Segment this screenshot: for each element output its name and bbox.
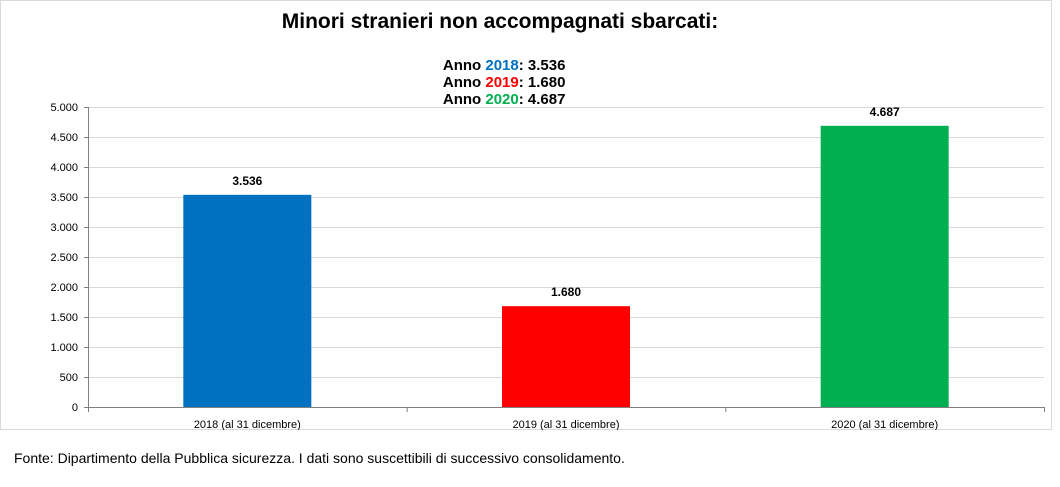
- bar-chart: 0 500 1.000 1.500 2.000 2.500 3.000 3.500 4.000 4…: [50, 102, 1045, 430]
- y-tick-label-4500: 4.500: [50, 132, 78, 144]
- subtitle-year-2018: 2018: [485, 57, 519, 74]
- y-tick-label-2000: 2.000: [50, 282, 78, 294]
- y-tick-label-3000: 3.000: [50, 222, 78, 234]
- bar-2: [820, 125, 949, 407]
- subtitle-year-2019: 2019: [485, 74, 519, 91]
- y-tick-label-4000: 4.000: [50, 162, 78, 174]
- chart-subtitle: Anno 2018: 3.536 Anno 2019: 1.680 Anno 2…: [0, 40, 1000, 108]
- y-tick-label-1500: 1.500: [50, 312, 78, 324]
- category-label-2: 2020 (al 31 dicembre): [831, 419, 938, 430]
- data-label-0: 3.536: [232, 174, 262, 188]
- y-tick-label-2500: 2.500: [50, 252, 78, 264]
- y-tick-label-5000: 5.000: [50, 102, 78, 114]
- subtitle-year-2020: 2020: [485, 91, 519, 108]
- category-label-1: 2019 (al 31 dicembre): [512, 419, 619, 430]
- chart-title: Minori stranieri non accompagnati sbarca…: [281, 10, 719, 33]
- bar-0: [183, 194, 312, 407]
- data-label-2: 4.687: [870, 105, 900, 119]
- y-tick-label-1000: 1.000: [50, 342, 78, 354]
- data-label-1: 1.680: [551, 285, 581, 299]
- bar-1: [502, 306, 630, 407]
- subtitle-2019: Anno 2019: 1.680: [442, 74, 566, 91]
- subtitle-2020: Anno 2020: 4.687: [442, 91, 566, 108]
- category-label-0: 2018 (al 31 dicembre): [194, 419, 301, 430]
- y-tick-label-3500: 3.500: [50, 192, 78, 204]
- source-note: Fonte: Dipartimento della Pubblica sicur…: [14, 450, 625, 466]
- subtitle-2018: Anno 2018: 3.536: [442, 57, 566, 74]
- y-tick-label-500: 500: [60, 372, 78, 384]
- y-tick-label-0: 0: [72, 402, 78, 414]
